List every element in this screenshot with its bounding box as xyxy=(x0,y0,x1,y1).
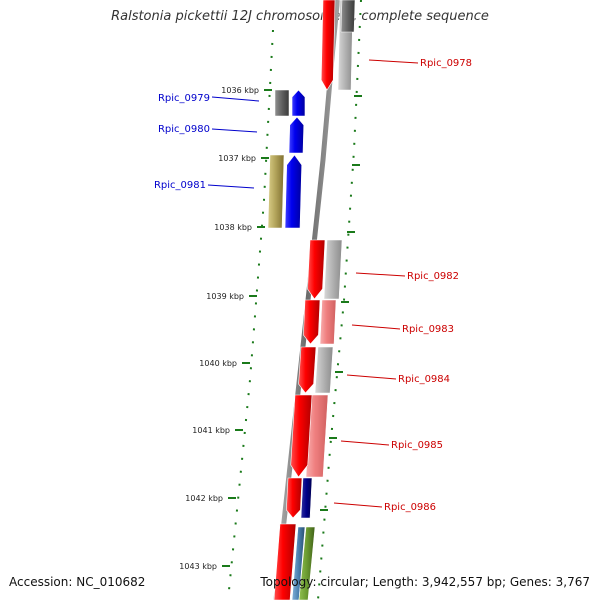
scale-tick-label: 1036 kbp xyxy=(221,86,259,95)
accession-label: Accession: xyxy=(9,575,73,589)
gene-leader-line xyxy=(346,374,397,380)
gene-arrow[interactable] xyxy=(273,523,297,600)
gene-track-block xyxy=(323,239,343,300)
gene-label-rpic_0984[interactable]: Rpic_0984 xyxy=(398,374,450,385)
gene-leader-line xyxy=(351,324,401,330)
gene-leader-line xyxy=(355,272,406,277)
gene-label-rpic_0986[interactable]: Rpic_0986 xyxy=(384,502,436,513)
gene-arrow-rpic_0986[interactable] xyxy=(286,477,303,519)
gene-label-rpic_0985[interactable]: Rpic_0985 xyxy=(391,440,443,451)
gene-label-rpic_0982[interactable]: Rpic_0982 xyxy=(407,271,459,282)
gene-leader-line xyxy=(211,128,258,133)
gene-leader-line xyxy=(211,96,260,102)
scale-rail-right xyxy=(317,0,362,600)
gene-leader-line xyxy=(207,184,255,189)
scale-tick-label: 1037 kbp xyxy=(218,154,256,163)
gene-arrow-rpic_0979[interactable] xyxy=(291,89,306,117)
accession-value: NC_010682 xyxy=(76,575,146,589)
gene-leader-line xyxy=(368,59,419,64)
gene-track-block xyxy=(274,89,290,117)
scale-tick-label: 1039 kbp xyxy=(206,292,244,301)
gene-track-block xyxy=(267,154,285,229)
gene-arrow-rpic_0980[interactable] xyxy=(288,116,305,154)
gene-track-block xyxy=(298,526,316,600)
gene-label-rpic_0980[interactable]: Rpic_0980 xyxy=(158,124,210,135)
gene-arrow-rpic_0982[interactable] xyxy=(307,239,326,300)
gene-arrow-rpic_0981[interactable] xyxy=(284,154,303,229)
scale-tick-label: 1041 kbp xyxy=(192,426,230,435)
map-title: Ralstonia pickettii 12J chromosome 1, co… xyxy=(111,9,489,24)
scale-tick-label: 1038 kbp xyxy=(214,223,252,232)
gene-track-block xyxy=(314,346,334,394)
gene-label-rpic_0983[interactable]: Rpic_0983 xyxy=(402,324,454,335)
gene-leader-line xyxy=(333,502,383,508)
gene-arrow-rpic_0978[interactable] xyxy=(320,0,336,91)
gene-track-block xyxy=(319,299,337,345)
scale-rail-left xyxy=(227,29,274,600)
gene-track-block xyxy=(300,477,313,519)
gene-track-block xyxy=(291,526,306,600)
gene-leader-line xyxy=(340,440,390,446)
scale-tick-label: 1043 kbp xyxy=(179,562,217,571)
gene-track-block xyxy=(340,0,356,33)
gene-arrow-rpic_0983[interactable] xyxy=(303,299,321,345)
accession-text: Accession: NC_010682 xyxy=(9,575,145,589)
scale-tick-label: 1042 kbp xyxy=(185,494,223,503)
scale-tick-label: 1040 kbp xyxy=(199,359,237,368)
gene-label-rpic_0979[interactable]: Rpic_0979 xyxy=(158,93,210,104)
gene-arrow-rpic_0984[interactable] xyxy=(298,346,317,394)
gene-label-rpic_0981[interactable]: Rpic_0981 xyxy=(154,180,206,191)
gene-arrow-rpic_0985[interactable] xyxy=(290,394,313,478)
topology-text: Topology: circular; Length: 3,942,557 bp… xyxy=(260,575,590,589)
gene-label-rpic_0978[interactable]: Rpic_0978 xyxy=(420,58,472,69)
